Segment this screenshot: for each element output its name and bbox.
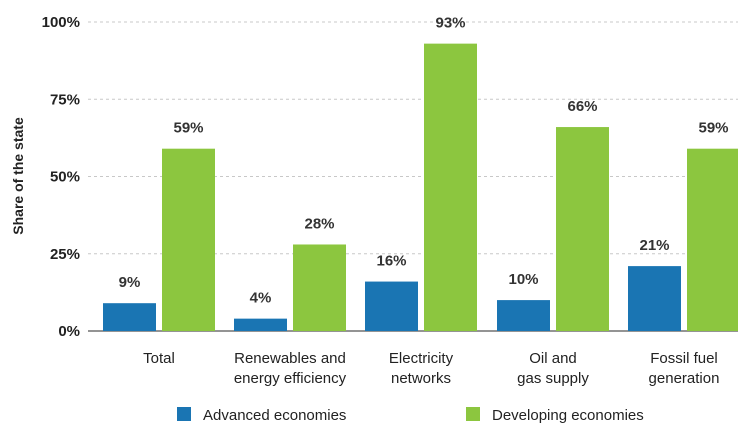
y-axis-ticks: 0% 25% 50% 75% 100% [42, 14, 80, 340]
bar [556, 127, 609, 331]
bar [365, 281, 418, 331]
legend-label: Advanced economies [203, 407, 346, 424]
data-label: 10% [508, 271, 538, 288]
data-label: 9% [119, 274, 141, 291]
bar [234, 318, 287, 331]
data-labels: 9% 59% 4% 28% 16% 93% 10% 66% 21% 59% [119, 15, 729, 307]
bar [687, 148, 738, 331]
bar [497, 300, 550, 331]
bar [162, 148, 215, 331]
category-label: Total [143, 350, 175, 367]
data-label: 28% [304, 215, 334, 232]
data-label: 21% [639, 237, 669, 254]
category-label: Fossil fuel [650, 350, 718, 367]
data-label: 59% [173, 120, 203, 137]
data-label: 4% [250, 290, 272, 307]
data-label: 66% [567, 98, 597, 115]
category-label: Oil and [529, 350, 577, 367]
bar [424, 43, 477, 331]
y-axis-label: Share of the state [10, 117, 26, 235]
data-label: 16% [376, 253, 406, 270]
legend-swatch [177, 407, 191, 421]
category-label: gas supply [517, 370, 589, 387]
y-tick-label: 25% [50, 246, 80, 263]
legend-swatch [466, 407, 480, 421]
category-label: networks [391, 370, 451, 387]
bar [293, 244, 346, 331]
category-label: energy efficiency [234, 370, 347, 387]
category-label: generation [649, 370, 720, 387]
category-label: Renewables and [234, 350, 346, 367]
bar [103, 303, 156, 331]
legend: Advanced economies Developing economies [177, 407, 644, 424]
category-labels: Total Renewables and energy efficiency Elec… [143, 350, 719, 387]
data-label: 93% [435, 15, 465, 32]
y-tick-label: 100% [42, 14, 80, 31]
bars [103, 43, 738, 331]
bar [628, 266, 681, 331]
legend-label: Developing economies [492, 407, 644, 424]
y-tick-label: 0% [58, 323, 80, 340]
data-label: 59% [698, 120, 728, 137]
y-tick-label: 50% [50, 169, 80, 186]
category-label: Electricity [389, 350, 454, 367]
y-tick-label: 75% [50, 91, 80, 108]
